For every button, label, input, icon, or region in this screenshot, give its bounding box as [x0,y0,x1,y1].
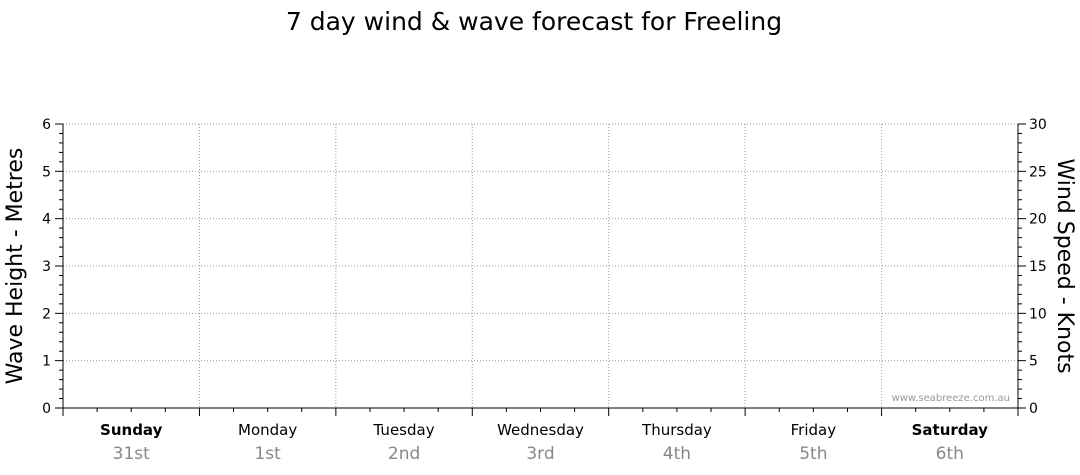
y-axis-left-label: Wave Height - Metres [3,148,28,385]
tick-labels: 0 1 2 3 4 5 6 0 5 10 15 20 25 30 [42,117,1047,417]
day-name-label: Saturday [912,421,989,439]
y-right-tick-label: 20 [1029,212,1047,228]
y-left-tick-label: 1 [42,354,51,370]
day-date-label: 1st [254,444,281,464]
day-name-label: Thursday [641,421,712,439]
y-left-tick-label: 6 [42,117,51,133]
y-left-tick-label: 3 [42,259,51,275]
watermark-text: www.seabreeze.com.au [892,393,1010,404]
axes [55,123,1026,416]
day-name-label: Wednesday [497,421,584,439]
y-left-tick-label: 2 [42,306,51,322]
day-name-label: Monday [238,421,297,439]
day-name-label: Friday [791,421,837,439]
day-name-label: Sunday [100,421,163,439]
y-right-tick-label: 25 [1029,164,1047,180]
day-date-label: 4th [663,444,691,464]
y-left-tick-label: 0 [42,401,51,417]
day-name-label: Tuesday [373,421,435,439]
y-right-tick-label: 30 [1029,117,1047,133]
y-left-tick-label: 4 [42,212,51,228]
day-date-label: 2nd [388,444,420,464]
y-right-tick-label: 0 [1029,401,1038,417]
y-right-tick-label: 15 [1029,259,1047,275]
y-left-tick-label: 5 [42,164,51,180]
y-right-tick-label: 10 [1029,306,1047,322]
y-right-tick-label: 5 [1029,354,1038,370]
day-labels: Sunday 31st Monday 1st Tuesday 2nd Wednesday 3r… [100,421,988,464]
day-date-label: 3rd [526,444,554,464]
y-axis-right-label: Wind Speed - Knots [1052,158,1077,373]
day-date-label: 5th [799,444,827,464]
day-date-label: 31st [113,444,150,464]
day-date-label: 6th [936,444,964,464]
chart-title: 7 day wind & wave forecast for Freeling [286,7,782,36]
grid-lines [63,123,1018,408]
